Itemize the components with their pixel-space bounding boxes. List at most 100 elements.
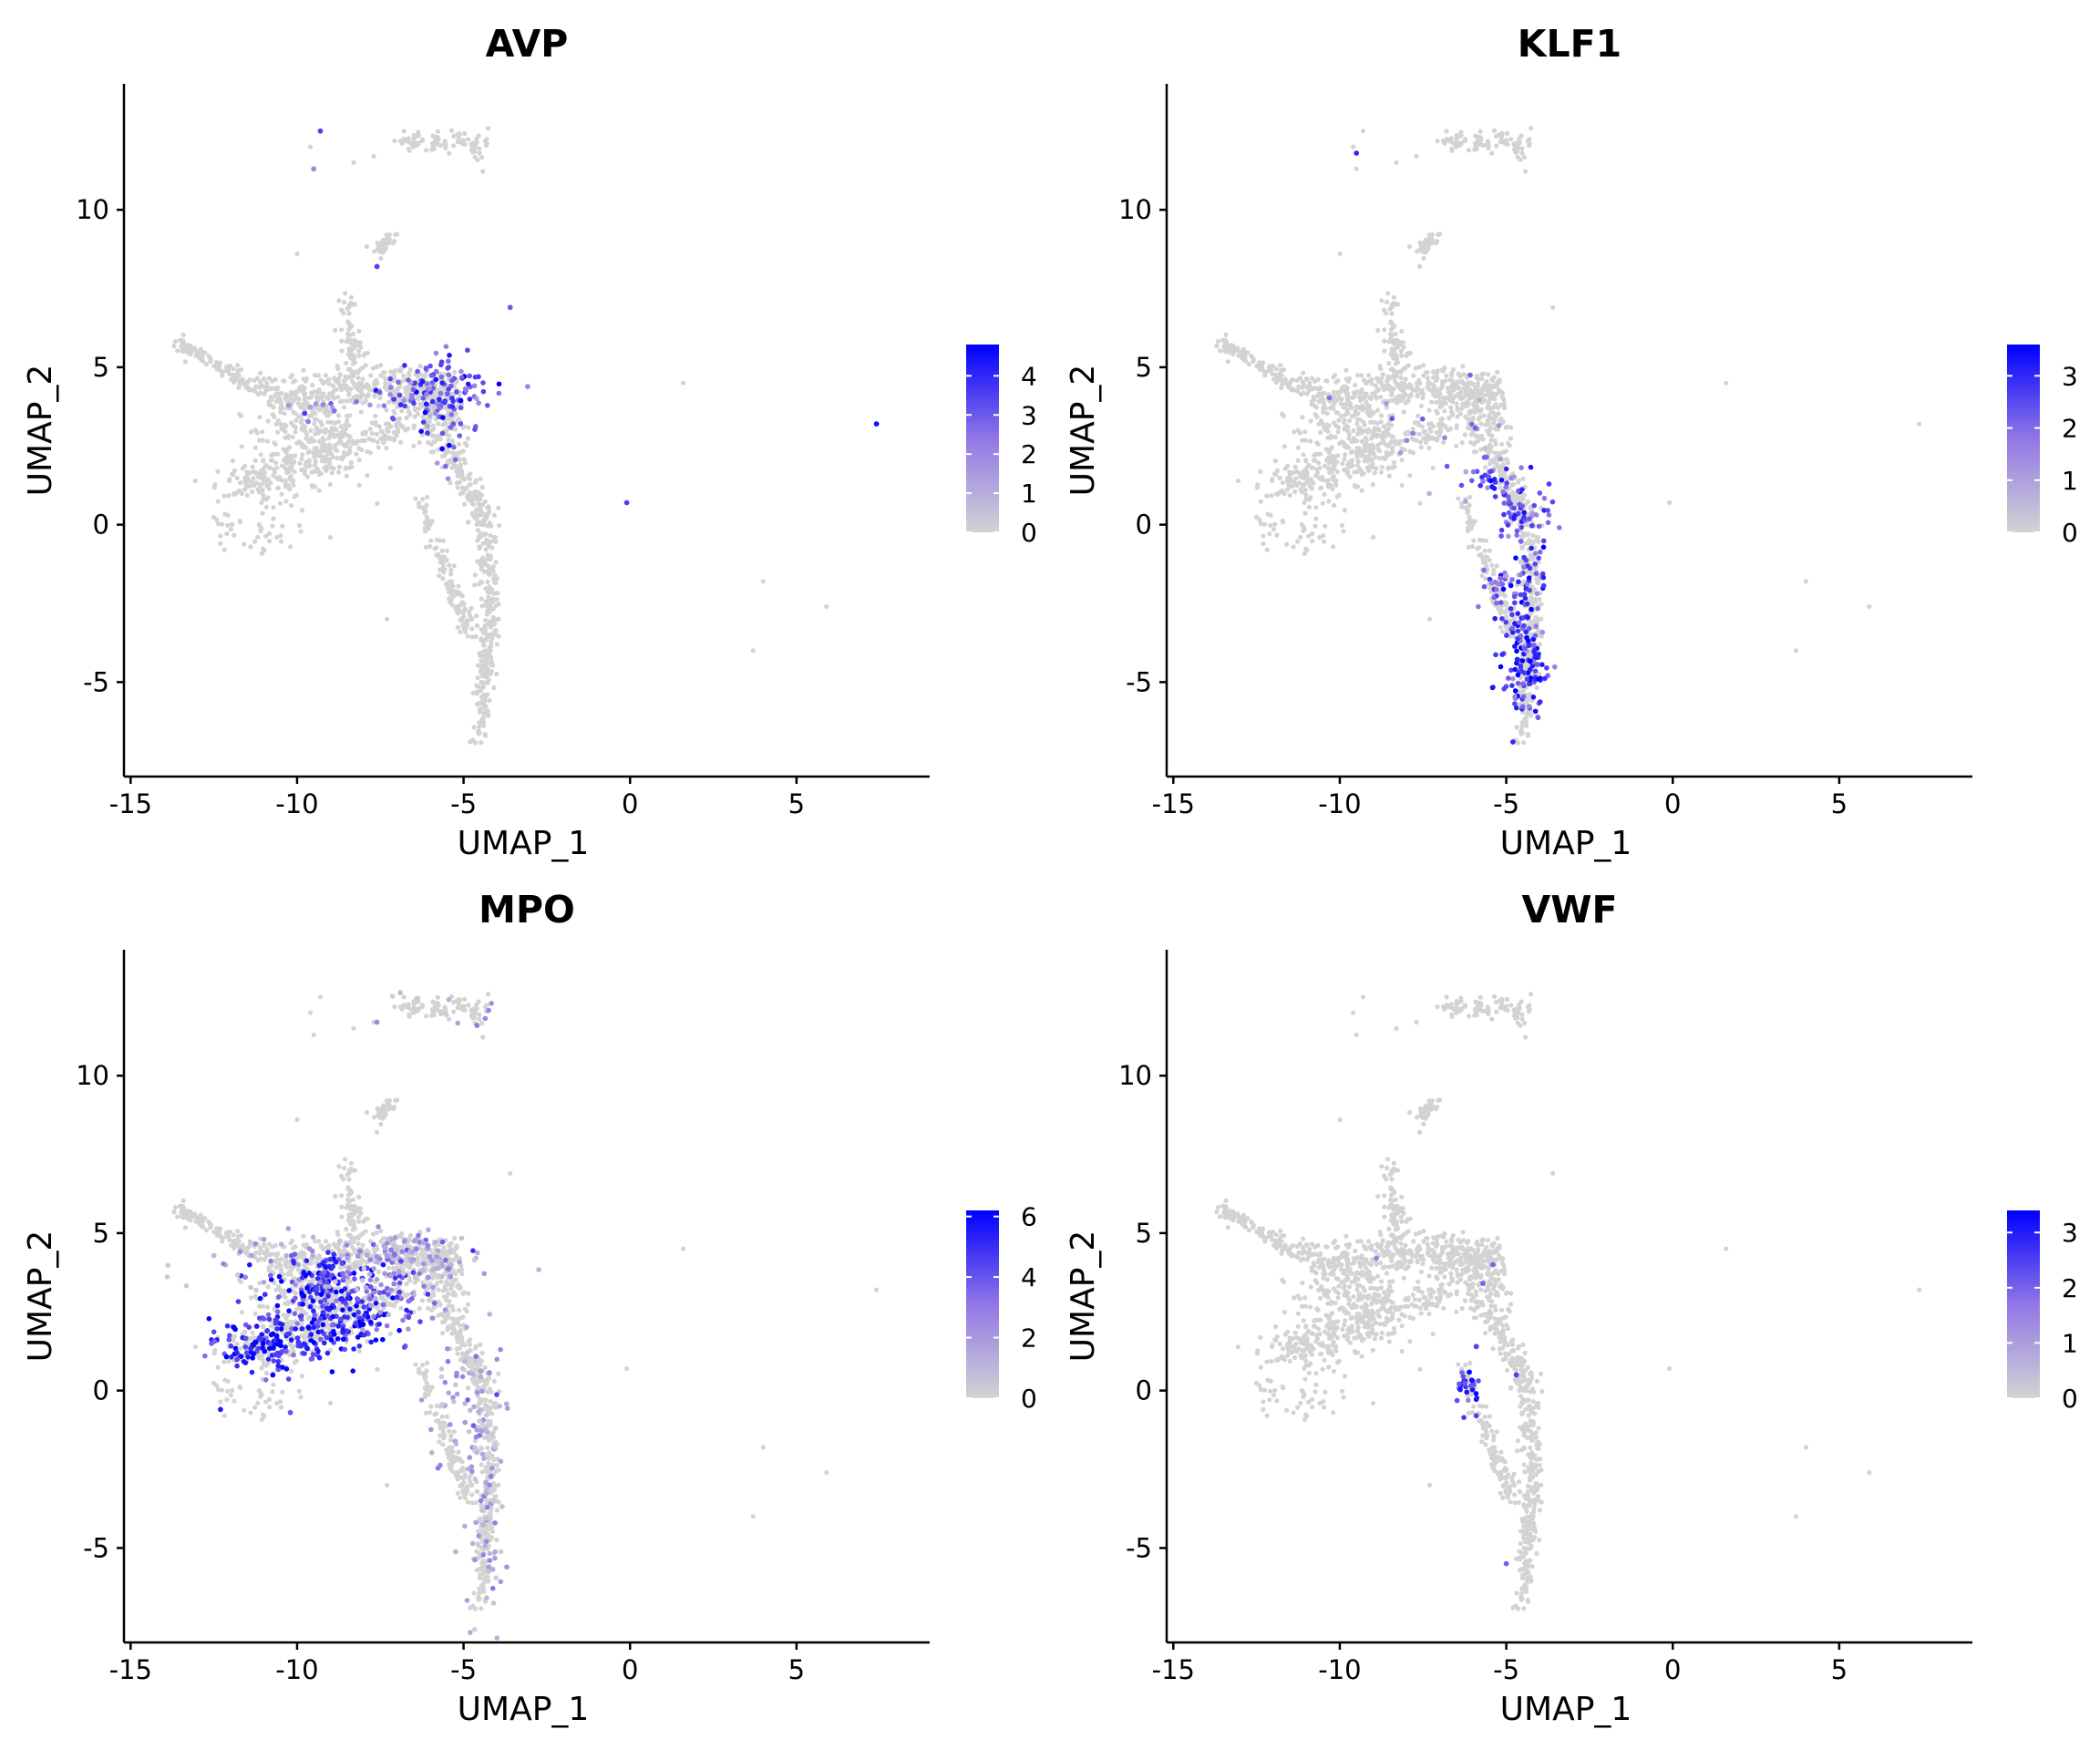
cell-point — [478, 663, 483, 668]
cell-point — [1485, 428, 1490, 434]
cell-point — [1265, 511, 1271, 517]
cell-point — [419, 1251, 425, 1256]
expressing-cell-point — [1501, 511, 1507, 518]
cell-point — [417, 440, 422, 446]
cell-point — [283, 478, 288, 483]
cell-point — [451, 143, 457, 149]
cell-point — [235, 1229, 241, 1234]
cell-point — [468, 605, 474, 611]
cell-point — [1440, 395, 1446, 401]
cell-point — [1429, 387, 1435, 393]
expressing-cell-point — [1539, 662, 1545, 667]
cell-point — [1329, 445, 1334, 450]
cell-point — [1285, 383, 1292, 388]
cell-point — [250, 464, 255, 469]
cell-point — [1525, 732, 1530, 737]
cell-point — [480, 715, 487, 721]
cell-point — [322, 465, 327, 470]
cell-point — [1342, 468, 1347, 473]
expressing-cell-point — [1397, 449, 1404, 456]
cell-point — [318, 377, 324, 383]
cell-point — [394, 433, 399, 438]
expressing-cell-point — [1535, 715, 1541, 721]
cell-point — [333, 1193, 338, 1199]
cell-point — [175, 348, 180, 354]
cell-point — [480, 681, 486, 686]
cell-point — [285, 435, 291, 440]
cell-point — [1414, 438, 1419, 443]
cell-point — [220, 1239, 225, 1244]
cell-point — [1389, 346, 1395, 352]
cell-point — [454, 609, 460, 614]
cell-point — [385, 427, 390, 432]
cell-point — [231, 366, 236, 372]
cell-point — [477, 730, 482, 736]
expressing-cell-point — [307, 404, 314, 410]
x-tick-label: 5 — [788, 788, 805, 819]
cell-point — [365, 392, 371, 397]
cell-point — [1284, 541, 1290, 547]
cell-point — [1455, 414, 1460, 419]
expressing-cell-point — [496, 390, 502, 396]
cell-point — [422, 525, 427, 530]
expressing-cell-point — [1481, 567, 1487, 573]
cell-point — [1326, 499, 1332, 504]
cell-point — [1410, 450, 1415, 456]
cell-point — [468, 489, 473, 495]
cell-point — [469, 634, 475, 640]
expressing-cell-point — [1511, 516, 1517, 521]
cell-point — [1300, 415, 1305, 420]
cell-point — [255, 392, 261, 397]
expressing-cell-point — [1520, 681, 1526, 686]
cell-point — [1345, 410, 1351, 416]
expressing-cell-point — [1488, 478, 1494, 484]
cell-point — [376, 424, 382, 429]
cell-point — [1385, 291, 1391, 296]
cell-point — [1225, 344, 1231, 349]
expressing-cell-point — [507, 304, 513, 311]
cell-point — [1436, 391, 1441, 396]
cell-point — [1390, 434, 1395, 439]
expressing-cell-point — [402, 403, 408, 409]
expressing-cell-point — [1531, 502, 1538, 509]
cell-point — [1535, 619, 1540, 624]
cell-point — [486, 126, 491, 131]
cell-point — [484, 661, 489, 666]
cell-point — [380, 429, 386, 435]
cell-point — [458, 462, 463, 468]
cell-point — [1318, 417, 1324, 424]
cell-point — [1249, 353, 1254, 358]
cell-point — [1485, 387, 1490, 393]
expressing-cell-point — [1532, 708, 1539, 715]
cell-point — [467, 609, 472, 614]
cell-point — [1473, 143, 1478, 149]
cell-point — [335, 469, 342, 475]
cell-point — [1398, 386, 1404, 393]
expressing-cell-point — [1493, 652, 1498, 658]
cell-point — [1473, 387, 1478, 394]
cell-point — [194, 350, 200, 355]
cell-point — [1317, 465, 1323, 470]
cell-point — [482, 628, 488, 634]
cell-point — [1389, 423, 1395, 428]
cell-point — [474, 623, 479, 629]
cell-point — [1304, 474, 1310, 479]
cell-point — [1497, 468, 1502, 475]
cell-point — [1337, 396, 1343, 401]
cell-point — [424, 148, 429, 153]
cell-point — [303, 445, 309, 450]
cell-point — [335, 395, 341, 400]
cell-point — [456, 417, 461, 422]
cell-point — [462, 130, 468, 137]
cell-point — [1320, 396, 1325, 401]
cell-point — [321, 437, 326, 442]
cell-point — [1403, 400, 1408, 406]
cell-point — [1251, 356, 1256, 362]
cell-point — [352, 1168, 357, 1173]
cell-point — [351, 1221, 356, 1227]
cell-point — [483, 586, 489, 592]
cell-point — [283, 499, 289, 504]
cell-point — [482, 732, 488, 737]
expressing-cell-point — [496, 381, 502, 387]
expressing-cell-point — [1540, 538, 1547, 544]
